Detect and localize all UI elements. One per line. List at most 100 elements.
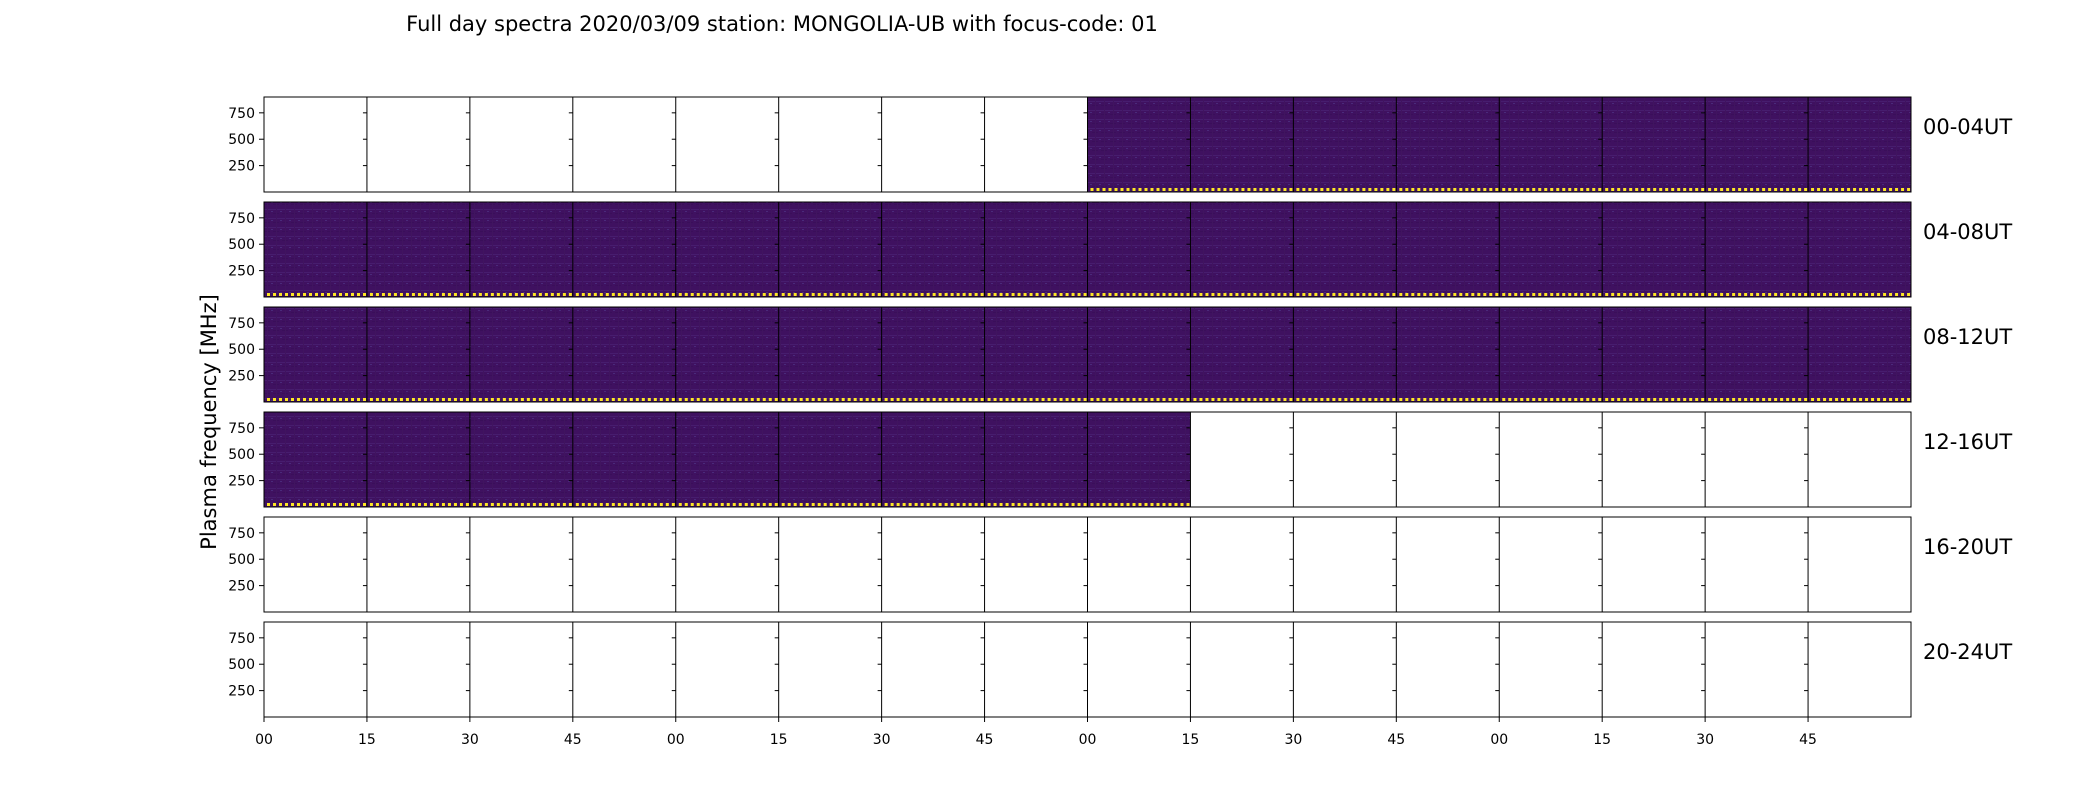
baseline-marker [1817, 293, 1821, 296]
baseline-marker [1423, 188, 1427, 191]
baseline-marker [605, 398, 609, 401]
baseline-marker [1435, 398, 1439, 401]
baseline-marker [1471, 293, 1475, 296]
baseline-marker [1611, 398, 1615, 401]
row-frame [263, 306, 1912, 403]
spectrum-cell [881, 412, 985, 507]
baseline-marker [1774, 398, 1778, 401]
baseline-marker [381, 503, 385, 506]
baseline-marker [1132, 503, 1136, 506]
baseline-marker [1768, 188, 1772, 191]
baseline-marker [1502, 293, 1506, 296]
baseline-marker [853, 503, 857, 506]
baseline-marker [1126, 293, 1130, 296]
baseline-marker [1465, 293, 1469, 296]
baseline-marker [605, 293, 609, 296]
baseline-marker [520, 503, 524, 506]
spectrum-cell [264, 307, 367, 402]
baseline-marker [1459, 398, 1463, 401]
baseline-marker [1617, 188, 1621, 191]
baseline-marker [817, 398, 821, 401]
baseline-marker [702, 293, 706, 296]
baseline-marker [1617, 293, 1621, 296]
x-tick-label: 15 [1182, 732, 1200, 748]
spectrum-cell [778, 202, 882, 297]
baseline-marker [1029, 293, 1033, 296]
baseline-marker [1102, 293, 1106, 296]
baseline-marker [841, 503, 845, 506]
baseline-marker [799, 293, 803, 296]
baseline-marker [562, 503, 566, 506]
baseline-marker [1120, 398, 1124, 401]
baseline-marker [647, 503, 651, 506]
baseline-marker [1580, 398, 1584, 401]
baseline-marker [405, 293, 409, 296]
baseline-marker [1247, 398, 1251, 401]
spectra-row: 750 500 250 20-24UT [228, 621, 2012, 718]
baseline-marker [1374, 398, 1378, 401]
baseline-marker [1096, 188, 1100, 191]
baseline-marker [273, 503, 276, 506]
baseline-marker [1126, 188, 1130, 191]
baseline-marker [393, 503, 397, 506]
baseline-marker [550, 293, 554, 296]
baseline-marker [1005, 503, 1009, 506]
baseline-marker [441, 293, 445, 296]
baseline-marker [1071, 293, 1075, 296]
baseline-marker [671, 398, 675, 401]
baseline-marker [345, 398, 348, 401]
baseline-marker [1156, 293, 1160, 296]
baseline-marker [532, 503, 536, 506]
baseline-marker [1411, 398, 1415, 401]
baseline-marker [1011, 293, 1015, 296]
baseline-marker [447, 398, 451, 401]
baseline-marker [1077, 398, 1081, 401]
baseline-marker [1544, 188, 1548, 191]
baseline-marker [581, 398, 585, 401]
baseline-marker [599, 293, 603, 296]
baseline-marker [799, 503, 803, 506]
baseline-marker [1102, 398, 1106, 401]
baseline-marker [993, 293, 997, 296]
baseline-marker [562, 398, 566, 401]
spectrum-cell [366, 307, 470, 402]
baseline-marker [1362, 293, 1366, 296]
baseline-marker [920, 293, 924, 296]
baseline-marker [1005, 293, 1009, 296]
baseline-marker [987, 398, 991, 401]
baseline-marker [665, 293, 669, 296]
x-tick-label: 45 [976, 732, 994, 748]
baseline-marker [1453, 293, 1457, 296]
y-tick-label: 250 [228, 684, 255, 700]
baseline-marker [1829, 188, 1833, 191]
baseline-marker [762, 293, 766, 296]
baseline-marker [1841, 188, 1845, 191]
spectrum-cell [675, 412, 779, 507]
row-label: 00-04UT [1923, 115, 2012, 139]
baseline-marker [593, 293, 597, 296]
baseline-marker [774, 503, 778, 506]
baseline-marker [690, 503, 694, 506]
baseline-marker [375, 293, 379, 296]
baseline-marker [841, 398, 845, 401]
baseline-marker [1508, 188, 1512, 191]
baseline-marker [1665, 398, 1669, 401]
baseline-marker [1077, 503, 1081, 506]
baseline-marker [1320, 398, 1324, 401]
spectrum-cell [1293, 202, 1397, 297]
baseline-marker [902, 398, 906, 401]
baseline-marker [1253, 398, 1257, 401]
baseline-marker [1065, 503, 1069, 506]
baseline-marker [647, 398, 651, 401]
baseline-marker [1344, 398, 1348, 401]
baseline-marker [1423, 293, 1427, 296]
baseline-marker [1471, 188, 1475, 191]
baseline-marker [1847, 398, 1851, 401]
baseline-marker [744, 293, 748, 296]
baseline-marker [1895, 188, 1899, 191]
baseline-marker [726, 503, 730, 506]
baseline-marker [1817, 398, 1821, 401]
baseline-marker [750, 398, 754, 401]
y-tick-label: 750 [228, 631, 255, 647]
baseline-marker [1162, 188, 1166, 191]
